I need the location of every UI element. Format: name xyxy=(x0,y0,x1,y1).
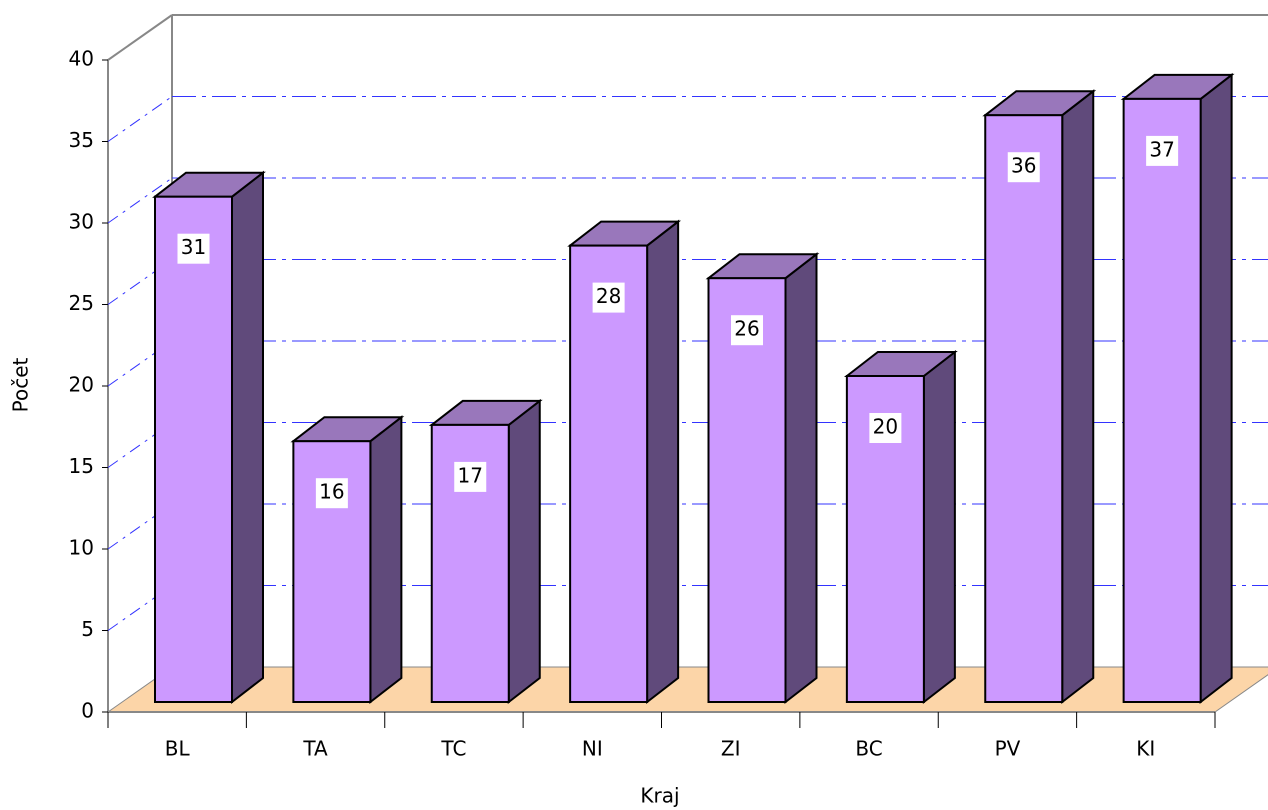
y-axis-title: Počet xyxy=(9,357,33,412)
bar-side xyxy=(646,219,680,705)
bar xyxy=(152,170,266,705)
data-label: 26 xyxy=(734,317,759,341)
bar-front xyxy=(984,114,1064,703)
grid-line xyxy=(107,96,173,142)
bar-side xyxy=(231,170,264,705)
y-tick-label: 20 xyxy=(69,373,94,397)
bar xyxy=(428,398,543,705)
side-wall-top xyxy=(107,14,173,61)
data-label: 17 xyxy=(458,463,483,487)
data-label-bg xyxy=(731,315,763,346)
data-label-bg xyxy=(592,282,625,313)
data-label-bg xyxy=(454,461,487,492)
x-tick-label: BC xyxy=(855,737,882,761)
x-tick-label: TC xyxy=(440,737,466,761)
y-tick-label: 30 xyxy=(69,210,94,234)
bar xyxy=(567,219,682,705)
bar-side xyxy=(1199,72,1233,705)
bar-side xyxy=(922,349,956,705)
y-tick-label: 35 xyxy=(69,128,94,152)
bar xyxy=(1120,72,1235,705)
data-label-bg xyxy=(177,233,210,264)
x-tick-label: TA xyxy=(302,737,328,761)
y-tick-label: 25 xyxy=(69,291,94,315)
bar xyxy=(705,252,820,705)
x-axis-title: Kraj xyxy=(640,784,679,808)
bar xyxy=(982,89,1097,705)
data-label-bg xyxy=(315,478,348,509)
y-tick-label: 0 xyxy=(81,699,94,723)
x-tick-label: BL xyxy=(165,737,191,761)
data-label: 31 xyxy=(181,235,206,259)
y-tick-label: 40 xyxy=(69,47,94,71)
data-label: 37 xyxy=(1149,137,1174,161)
bar xyxy=(290,415,405,705)
data-label-bg xyxy=(869,413,902,443)
data-label: 20 xyxy=(873,415,898,439)
data-label-bg xyxy=(1007,152,1040,183)
data-label-bg xyxy=(1146,135,1179,166)
x-tick-label: PV xyxy=(995,737,1021,761)
bar-side xyxy=(784,252,818,705)
data-label: 16 xyxy=(319,480,344,504)
bar-side xyxy=(507,398,541,705)
x-tick-label: NI xyxy=(582,737,603,761)
bar-front xyxy=(1122,97,1202,703)
bar-front xyxy=(569,244,649,703)
y-tick-label: 10 xyxy=(69,536,94,560)
bar xyxy=(843,349,958,705)
bar-side xyxy=(1061,89,1095,705)
bar-front xyxy=(154,195,233,703)
data-label: 36 xyxy=(1011,154,1036,178)
y-tick-label: 5 xyxy=(81,617,94,641)
bar-front xyxy=(707,277,787,703)
x-tick-label: ZI xyxy=(721,737,741,761)
bar-side xyxy=(369,415,403,705)
data-label: 28 xyxy=(596,284,621,308)
x-tick-label: KI xyxy=(1136,737,1155,761)
grid-line xyxy=(107,177,173,224)
y-tick-label: 15 xyxy=(69,454,94,478)
